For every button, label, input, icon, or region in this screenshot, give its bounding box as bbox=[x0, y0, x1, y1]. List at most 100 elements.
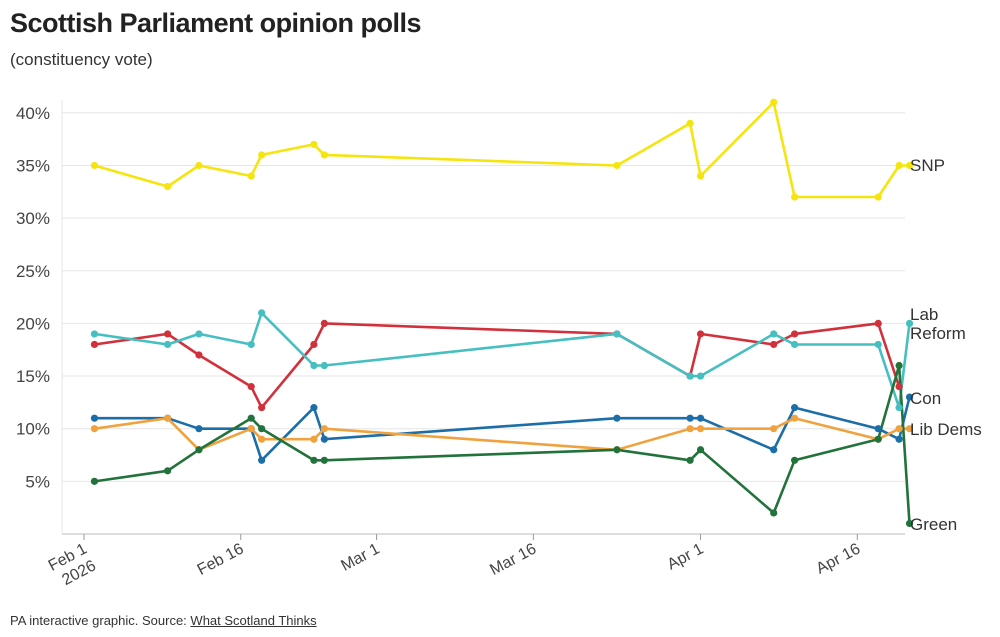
series-line-green bbox=[94, 364, 911, 524]
data-point-green bbox=[770, 509, 778, 517]
data-point-snp bbox=[164, 182, 172, 191]
data-point-reform bbox=[895, 404, 903, 412]
data-point-lib-dems bbox=[696, 425, 705, 433]
data-point-green bbox=[874, 435, 882, 443]
data-point-snp bbox=[258, 151, 266, 159]
data-point-con bbox=[895, 435, 903, 443]
x-tick-text: Apr 1 bbox=[665, 540, 707, 573]
series-label-lab: Lab bbox=[910, 305, 938, 324]
data-point-reform bbox=[874, 340, 882, 349]
data-point-reform bbox=[791, 340, 799, 349]
data-point-lab bbox=[874, 319, 882, 327]
data-point-lab bbox=[791, 330, 799, 338]
data-point-snp bbox=[696, 172, 705, 180]
data-point-con bbox=[874, 425, 882, 433]
data-point-con bbox=[770, 446, 778, 454]
data-point-reform bbox=[195, 330, 203, 338]
data-point-reform bbox=[696, 372, 705, 380]
data-point-green bbox=[895, 361, 903, 370]
y-tick-label: 30% bbox=[16, 209, 50, 228]
x-tick-text: Mar 16 bbox=[487, 540, 539, 578]
data-point-green bbox=[320, 456, 328, 464]
chart-title: Scottish Parliament opinion polls bbox=[10, 8, 422, 38]
data-point-lib-dems bbox=[164, 414, 172, 422]
data-point-lab bbox=[90, 340, 99, 349]
data-point-lib-dems bbox=[905, 425, 914, 433]
y-tick-label: 25% bbox=[16, 262, 50, 281]
data-point-con bbox=[613, 414, 621, 422]
data-point-con bbox=[258, 456, 266, 464]
x-tick-label: Apr 16 bbox=[814, 540, 864, 577]
data-point-lib-dems bbox=[791, 414, 799, 422]
x-tick-text: Mar 1 bbox=[338, 540, 382, 574]
data-point-reform bbox=[905, 319, 914, 327]
data-point-lab bbox=[770, 340, 778, 349]
series-line-snp bbox=[94, 101, 910, 199]
data-point-reform bbox=[164, 340, 172, 349]
series-label-con: Con bbox=[910, 389, 941, 408]
data-point-lab bbox=[164, 330, 172, 338]
data-point-reform bbox=[770, 330, 778, 338]
series-label-lib-dems: Lib Dems bbox=[910, 420, 982, 439]
data-point-con bbox=[905, 393, 914, 401]
data-point-lab bbox=[258, 404, 266, 412]
data-point-snp bbox=[770, 98, 778, 106]
data-point-lab bbox=[320, 319, 328, 327]
series-line-lab bbox=[94, 322, 901, 409]
data-point-reform bbox=[247, 340, 255, 349]
data-point-green bbox=[613, 446, 621, 454]
data-point-reform bbox=[320, 361, 328, 370]
y-tick-label: 5% bbox=[25, 472, 50, 491]
x-tick-label: Mar 1 bbox=[338, 540, 382, 574]
data-point-lib-dems bbox=[770, 425, 778, 433]
series-label-green: Green bbox=[910, 515, 957, 534]
data-point-con bbox=[90, 414, 99, 422]
data-point-lab bbox=[247, 382, 255, 391]
data-point-con bbox=[696, 414, 705, 422]
data-point-snp bbox=[874, 193, 882, 201]
data-point-snp bbox=[905, 161, 914, 170]
y-tick-label: 15% bbox=[16, 367, 50, 386]
data-point-snp bbox=[247, 172, 255, 180]
series-points bbox=[90, 98, 914, 528]
x-tick-label: Feb 16 bbox=[195, 540, 247, 578]
data-point-lib-dems bbox=[258, 435, 266, 443]
y-tick-label: 40% bbox=[16, 104, 50, 123]
data-point-lib-dems bbox=[320, 425, 328, 433]
data-point-lib-dems bbox=[895, 425, 903, 433]
data-point-snp bbox=[613, 161, 621, 170]
data-point-lab bbox=[696, 330, 705, 338]
data-point-green bbox=[905, 519, 914, 528]
data-point-green bbox=[686, 456, 694, 464]
data-point-lib-dems bbox=[247, 425, 255, 433]
data-point-green bbox=[791, 456, 799, 464]
data-point-snp bbox=[320, 151, 328, 159]
y-tick-label: 20% bbox=[16, 314, 50, 333]
data-point-green bbox=[195, 446, 203, 454]
data-point-snp bbox=[310, 140, 318, 148]
data-point-lab bbox=[310, 340, 318, 349]
data-point-green bbox=[696, 446, 705, 454]
data-point-lab bbox=[895, 382, 903, 391]
series-label-reform: Reform bbox=[910, 324, 966, 343]
data-point-lib-dems bbox=[686, 425, 694, 433]
grid-lines bbox=[61, 100, 905, 535]
series-label-snp: SNP bbox=[910, 156, 945, 175]
data-point-reform bbox=[258, 309, 266, 317]
data-point-lib-dems bbox=[310, 435, 318, 443]
x-tick-label: Apr 1 bbox=[665, 540, 707, 573]
source-link[interactable]: What Scotland Thinks bbox=[190, 613, 317, 628]
y-axis-ticks: 5% 10% 15% 20% 25% 30% 35% 40% bbox=[16, 104, 50, 492]
source-prefix: PA interactive graphic. Source: bbox=[10, 613, 191, 628]
data-point-green bbox=[247, 414, 255, 422]
data-point-con bbox=[310, 404, 318, 412]
data-point-green bbox=[258, 425, 266, 433]
data-point-snp bbox=[195, 161, 203, 170]
chart-subtitle: (constituency vote) bbox=[10, 50, 153, 69]
data-point-green bbox=[90, 477, 99, 485]
y-tick-label: 35% bbox=[16, 156, 50, 175]
data-point-con bbox=[791, 404, 799, 412]
